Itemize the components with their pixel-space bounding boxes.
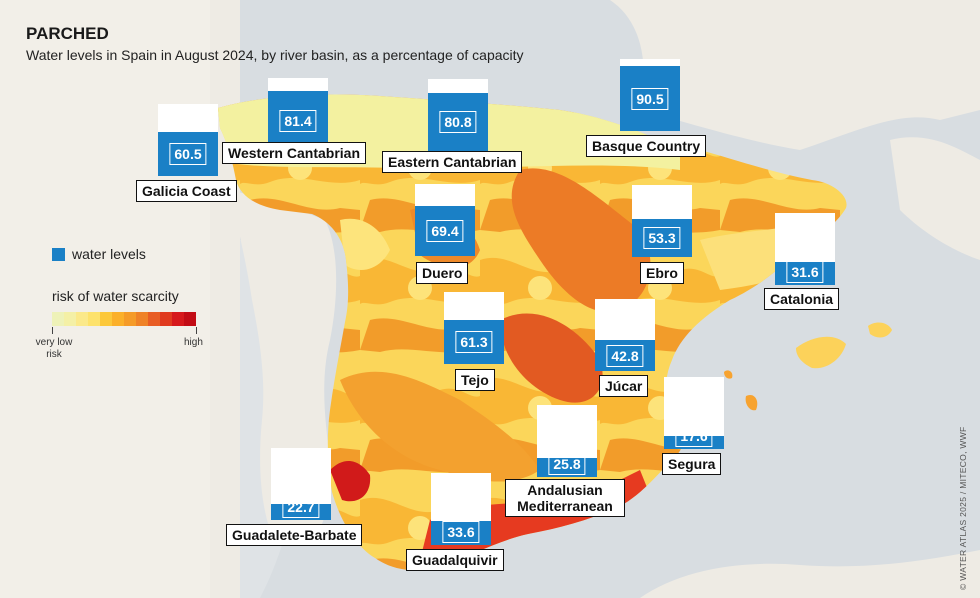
scale-step-1 [52,312,64,326]
map-subtitle: Water levels in Spain in August 2024, by… [26,47,524,63]
gauge-ebro: 53.3 [632,185,692,257]
basin-label-western-cantabrian: Western Cantabrian [222,142,366,164]
water-level-bar [268,91,328,150]
scale-step-4 [88,312,100,326]
water-level-value: 90.5 [631,87,669,110]
source-credit: © WATER ATLAS 2025 / MITECO, WWF [958,426,968,590]
scale-tick-high [196,327,197,334]
gauge-j-car: 42.8 [595,299,655,371]
risk-color-scale [52,312,196,326]
legend-water-label: water levels [72,246,146,262]
gauge-catalonia: 31.6 [775,213,835,285]
basin-label-andalusian-mediterranean: Andalusian Mediterranean [505,479,625,517]
gauge-western-cantabrian: 81.4 [268,78,328,150]
gauge-eastern-cantabrian: 80.8 [428,79,488,151]
scale-step-10 [160,312,172,326]
gauge-andalusian-mediterranean: 25.8 [537,405,597,477]
scale-high-label: high [184,337,203,348]
water-level-value: 61.3 [455,331,493,353]
basin-label-duero: Duero [416,262,469,284]
basin-label-guadalete-barbate: Guadalete-Barbate [226,524,363,546]
map-title: PARCHED [26,24,109,43]
gauge-guadalquivir: 33.6 [431,473,491,545]
scale-low-label: very low risk [35,337,73,360]
gauge-duero: 69.4 [415,184,475,256]
scale-step-7 [124,312,136,326]
water-level-value: 81.4 [279,109,317,132]
water-level-bar [415,206,475,256]
water-level-value: 53.3 [643,227,681,249]
water-level-bar [632,219,692,257]
water-level-bar [775,262,835,285]
scale-step-2 [64,312,76,326]
gauge-galicia-coast: 60.5 [158,104,218,176]
basin-label-segura: Segura [662,453,722,475]
water-level-value: 60.5 [169,143,207,165]
basin-label-eastern-cantabrian: Eastern Cantabrian [382,151,523,173]
water-level-value: 42.8 [606,344,644,367]
scale-step-3 [76,312,88,326]
scale-step-6 [112,312,124,326]
water-level-value: 80.8 [439,111,477,133]
scale-step-5 [100,312,112,326]
basin-label-basque-country: Basque Country [586,135,707,157]
scale-tick-low [52,327,53,334]
water-swatch [52,248,65,261]
water-level-value: 25.8 [548,453,586,475]
basin-label-guadalquivir: Guadalquivir [406,549,504,571]
water-level-value: 31.6 [786,261,824,283]
scale-step-8 [136,312,148,326]
basin-label-tejo: Tejo [455,369,495,391]
gauge-tejo: 61.3 [444,292,504,364]
scale-step-12 [184,312,196,326]
water-level-value: 17.6 [675,425,713,447]
scale-step-9 [148,312,160,326]
water-level-bar [537,458,597,477]
gauge-guadalete-barbate: 22.7 [271,448,331,520]
water-level-bar [271,504,331,520]
water-level-bar [664,436,724,449]
basin-label-catalonia: Catalonia [764,288,840,310]
water-level-value: 33.6 [442,521,480,543]
water-level-bar [158,132,218,176]
water-level-bar [620,66,680,131]
basin-label-galicia-coast: Galicia Coast [136,180,237,202]
basin-label-ebro: Ebro [640,262,684,284]
water-level-value: 69.4 [426,220,464,242]
water-level-bar [431,521,491,545]
scale-step-11 [172,312,184,326]
water-level-bar [428,93,488,151]
gauge-segura: 17.6 [664,377,724,449]
gauge-basque-country: 90.5 [620,59,680,131]
legend-water-levels: water levels [52,246,146,262]
water-level-bar [444,320,504,364]
basin-label-j-car: Júcar [599,375,649,397]
legend-risk-title: risk of water scarcity [52,288,179,304]
water-level-value: 22.7 [282,496,320,518]
